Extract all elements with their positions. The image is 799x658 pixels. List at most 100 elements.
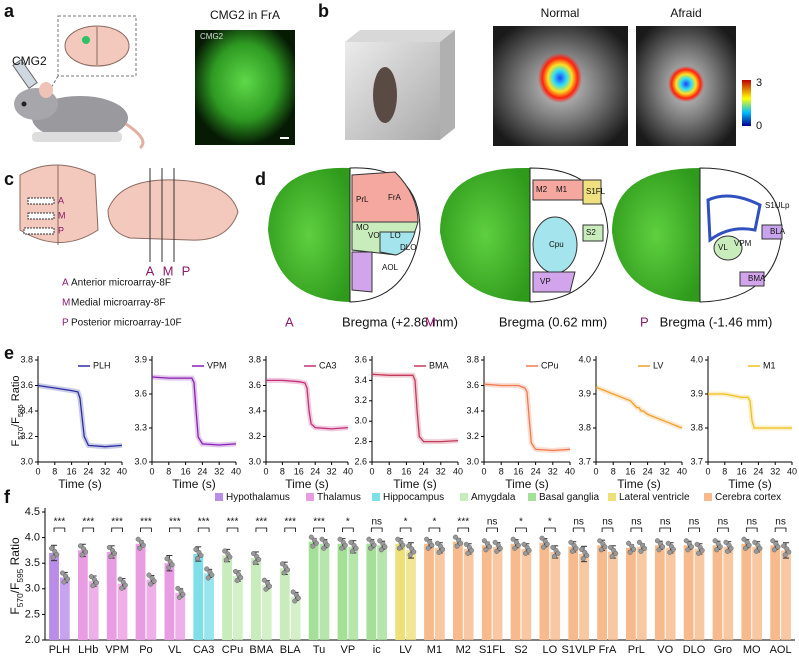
significance-label: ns [602,517,613,528]
data-dot [117,576,123,582]
data-dot [256,557,262,563]
label: CMG2 [200,32,224,41]
bar [510,543,521,640]
data-dot [180,591,186,597]
significance-bracket [572,527,585,532]
x-tick-label: 40 [453,466,463,476]
panel-letter: c [4,169,14,189]
bar [308,541,319,640]
data-dot [93,580,99,586]
significance-bracket [226,527,239,532]
data-dot [723,539,729,545]
region-label: VP [540,277,551,286]
data-dot [492,539,498,545]
bar [568,546,579,640]
y-tick-label: 3.6 [354,354,367,364]
x-tick-label: LHb [78,644,98,656]
data-dot [555,550,561,556]
x-tick-label: 32 [214,466,224,476]
significance-bracket [457,527,470,532]
x-tick-label: 32 [770,466,780,476]
region-label: VO [368,231,380,240]
panel-letter: a [4,1,15,21]
region-label: BLA [770,227,786,236]
bar [146,579,157,640]
significance-label: ns [631,517,642,528]
bar [366,543,377,640]
data-dot [757,545,763,551]
line [483,383,571,452]
significance-bracket [111,527,123,532]
data-dot [54,551,60,558]
data-dot [696,550,702,556]
x-tick-label: CA3 [193,644,214,656]
label: Bregma (0.62 mm) [499,314,607,329]
data-dot [148,581,154,587]
line-band [37,383,123,450]
x-tick-label: 40 [677,466,687,476]
data-dot [742,545,749,551]
data-dot [724,548,731,554]
data-dot [339,545,345,551]
bar [626,547,636,640]
x-tick-label: 8 [611,466,616,476]
region-label: M2 [536,185,548,194]
y-tick-label: 4.0 [25,532,40,544]
data-dot [281,570,287,576]
data-dot [458,540,464,546]
x-tick-label: VPM [105,644,129,656]
x-axis-label: Time (s) [728,477,772,491]
legend-swatch [528,493,536,501]
data-dot [569,548,576,554]
region-label: S1FL [586,187,606,196]
data-dot [670,546,676,552]
significance-bracket [630,527,643,532]
y-tick-label: 3.6 [20,380,33,390]
bar [683,545,694,640]
x-tick-label: M1 [427,644,442,656]
bar [290,596,301,640]
chamber-illustration [345,30,455,140]
label-part: Ratio [10,376,22,405]
data-dot [523,550,529,556]
y-tick-label: 4.0 [578,354,591,364]
x-tick-label: CPu [222,644,243,656]
y-tick-label: 3.8 [20,354,33,364]
data-dot [204,566,210,572]
data-dot [613,550,619,556]
x-tick-label: S2 [514,644,527,656]
data-dot [59,570,66,576]
data-dot [526,547,532,553]
x-tick-label: VO [657,644,673,656]
x-tick-label: 24 [753,466,763,476]
legend-label: PLH [93,360,111,370]
bar [723,546,734,640]
x-tick-label: 32 [100,466,110,476]
bar [279,568,290,640]
significance-bracket [140,527,152,532]
data-dot [261,577,267,583]
panel-letter: d [255,169,266,189]
x-tick-label: 0 [481,466,486,476]
data-dot [436,549,442,555]
x-tick-label: FrA [599,644,617,656]
bar [377,545,388,640]
bar [164,563,175,640]
label: M [58,210,66,220]
x-tick-label: 16 [401,466,411,476]
data-dot [440,546,446,552]
panel-letter: e [4,343,14,363]
significance-bracket [197,527,210,532]
data-dot [631,546,637,552]
bar [608,551,618,640]
x-tick-label: 32 [660,466,670,476]
x-tick-label: ic [373,644,381,656]
data-dot [135,536,141,542]
bar [712,545,723,640]
data-dot [411,549,417,555]
x-tick-label: DLO [683,644,706,656]
data-dot [233,568,239,575]
data-dot [324,542,330,548]
bar [665,547,676,640]
data-dot [49,545,55,552]
